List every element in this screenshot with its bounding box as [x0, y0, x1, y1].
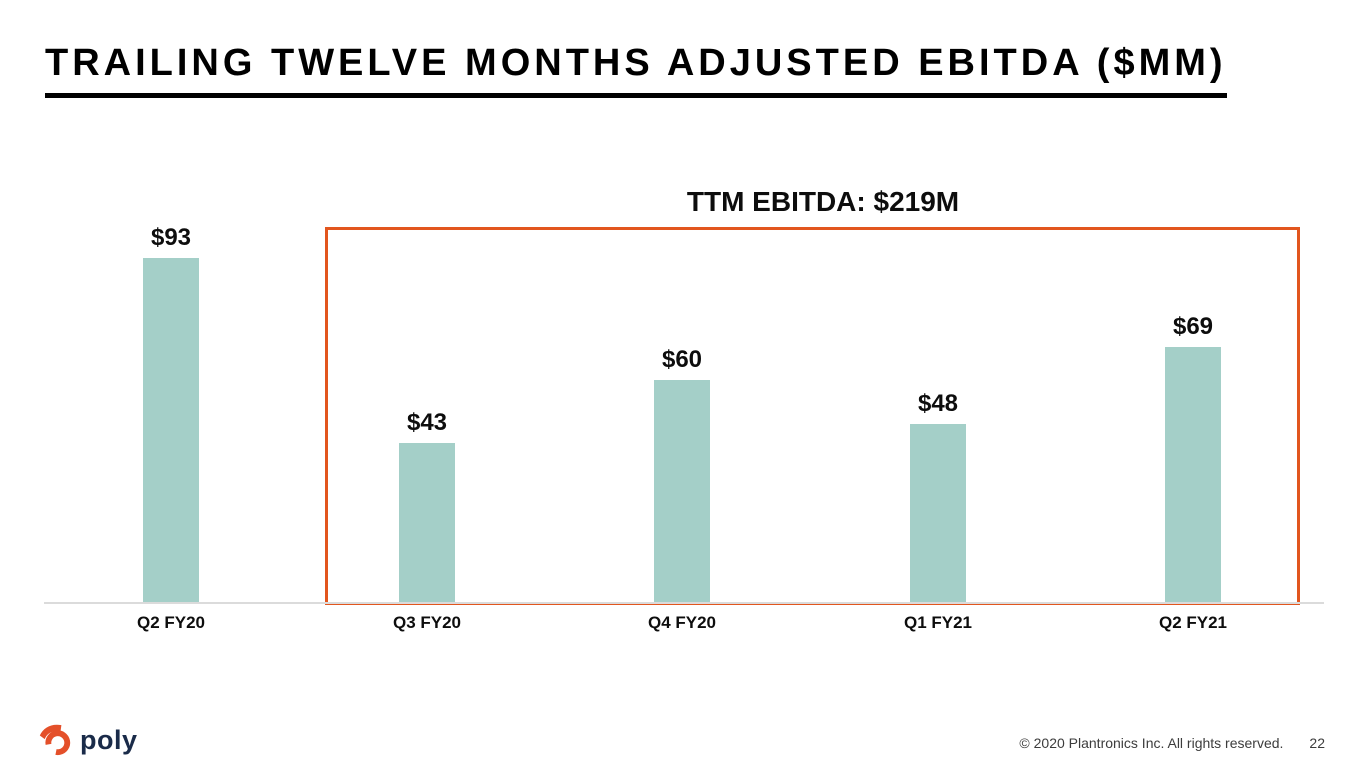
copyright-text: © 2020 Plantronics Inc. All rights reser…	[1019, 735, 1284, 751]
bar: $93	[143, 224, 199, 602]
x-axis-label: Q4 FY20	[647, 613, 717, 632]
bar: $69	[1165, 313, 1221, 602]
x-axis-label: Q2 FY21	[1158, 613, 1228, 632]
footer: © 2020 Plantronics Inc. All rights reser…	[1019, 735, 1325, 751]
bar-value-label: $48	[917, 390, 959, 417]
bar-value-label: $60	[661, 346, 703, 373]
poly-logo-icon	[39, 724, 71, 756]
highlight-box	[325, 227, 1300, 605]
poly-logo: poly	[38, 722, 138, 758]
bar: $48	[910, 390, 966, 602]
bar: $43	[399, 409, 455, 602]
bar-value-label: $93	[150, 224, 192, 251]
chart-annotation: TTM EBITDA: $219M	[686, 186, 960, 217]
bar-value-label: $69	[1172, 313, 1214, 340]
page-number: 22	[1309, 735, 1325, 751]
x-axis-label: Q2 FY20	[136, 613, 206, 632]
bar-value-label: $43	[406, 409, 448, 436]
slide-title: TRAILING TWELVE MONTHS ADJUSTED EBITDA (…	[45, 42, 1227, 98]
bar: $60	[654, 346, 710, 602]
x-axis-label: Q3 FY20	[392, 613, 462, 632]
poly-logo-text: poly	[80, 724, 138, 755]
x-axis-label: Q1 FY21	[903, 613, 973, 632]
x-axis-line	[44, 602, 1324, 604]
